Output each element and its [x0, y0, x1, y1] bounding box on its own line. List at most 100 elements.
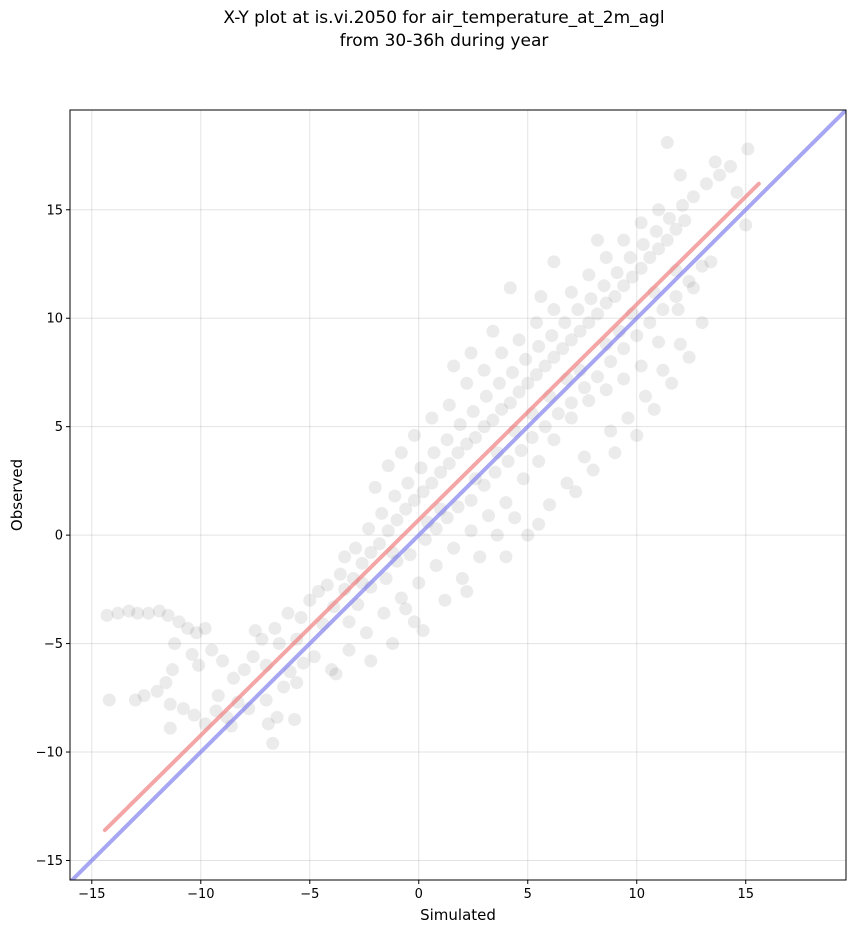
data-point — [643, 250, 657, 264]
data-point — [131, 606, 145, 620]
data-point — [447, 541, 461, 555]
data-point — [508, 511, 522, 525]
data-point — [102, 693, 116, 707]
data-point — [621, 411, 635, 425]
data-point — [168, 637, 182, 651]
data-point — [294, 611, 308, 625]
data-point — [311, 585, 325, 599]
data-point — [560, 476, 574, 490]
data-point — [464, 346, 478, 360]
data-point — [362, 522, 376, 536]
data-point — [407, 615, 421, 629]
data-point — [455, 572, 469, 586]
data-point — [532, 517, 546, 531]
data-point — [272, 637, 286, 651]
data-point — [349, 541, 363, 555]
y-tick-label: −5 — [44, 637, 63, 652]
grid-lines — [70, 110, 846, 880]
data-point — [473, 550, 487, 564]
data-point — [303, 593, 317, 607]
data-point — [486, 324, 500, 338]
data-point — [573, 324, 587, 338]
data-point — [150, 684, 164, 698]
data-point — [342, 643, 356, 657]
data-point — [584, 292, 598, 306]
data-point — [429, 522, 443, 536]
data-point — [394, 591, 408, 605]
data-point — [547, 303, 561, 317]
data-point — [416, 485, 430, 499]
data-point — [577, 381, 591, 395]
data-point — [599, 296, 613, 310]
data-point — [571, 303, 585, 317]
data-point — [582, 394, 596, 408]
data-point — [429, 558, 443, 572]
data-points — [100, 136, 755, 750]
data-point — [447, 359, 461, 373]
data-point — [671, 303, 685, 317]
data-point — [165, 663, 179, 677]
data-point — [630, 428, 644, 442]
data-point — [634, 216, 648, 230]
data-point — [464, 493, 478, 507]
data-point — [185, 647, 199, 661]
data-point — [551, 407, 565, 421]
data-point — [226, 671, 240, 685]
data-point — [163, 721, 177, 735]
data-point — [499, 496, 513, 510]
data-point — [699, 177, 713, 191]
data-point — [163, 697, 177, 711]
data-point — [288, 712, 302, 726]
data-point — [451, 500, 465, 514]
data-point — [414, 461, 428, 475]
data-point — [608, 446, 622, 460]
data-point — [599, 250, 613, 264]
data-point — [399, 602, 413, 616]
data-point — [660, 136, 674, 150]
data-point — [597, 279, 611, 293]
data-point — [342, 615, 356, 629]
data-point — [451, 446, 465, 460]
data-point — [205, 643, 219, 657]
data-point — [490, 528, 504, 542]
data-point — [547, 255, 561, 269]
data-point — [453, 418, 467, 432]
identity-line — [70, 110, 846, 880]
data-point — [525, 431, 539, 445]
data-point — [723, 159, 737, 173]
y-tick-label: 0 — [55, 529, 63, 544]
x-tick-label: 0 — [415, 887, 423, 902]
x-tick-label: 10 — [628, 887, 645, 902]
data-point — [187, 708, 201, 722]
data-point — [248, 624, 262, 638]
data-point — [425, 476, 439, 490]
data-point — [407, 428, 421, 442]
data-point — [477, 420, 491, 434]
data-point — [377, 606, 391, 620]
data-point — [386, 637, 400, 651]
x-tick-label: −15 — [78, 887, 105, 902]
data-point — [634, 261, 648, 275]
data-point — [466, 404, 480, 418]
data-point — [394, 446, 408, 460]
data-point — [211, 689, 225, 703]
data-point — [582, 316, 596, 330]
data-point — [390, 513, 404, 527]
data-point — [266, 736, 280, 750]
data-point — [505, 365, 519, 379]
data-point — [634, 359, 648, 373]
data-point — [460, 376, 474, 390]
data-point — [495, 402, 509, 416]
data-point — [425, 411, 439, 425]
data-point — [617, 279, 631, 293]
data-point — [652, 335, 666, 349]
x-tick-label: −10 — [187, 887, 214, 902]
data-point — [599, 383, 613, 397]
data-point — [686, 281, 700, 295]
data-point — [176, 702, 190, 716]
data-point — [307, 650, 321, 664]
data-point — [434, 465, 448, 479]
data-point — [231, 695, 245, 709]
data-point — [189, 626, 203, 640]
data-point — [268, 621, 282, 635]
